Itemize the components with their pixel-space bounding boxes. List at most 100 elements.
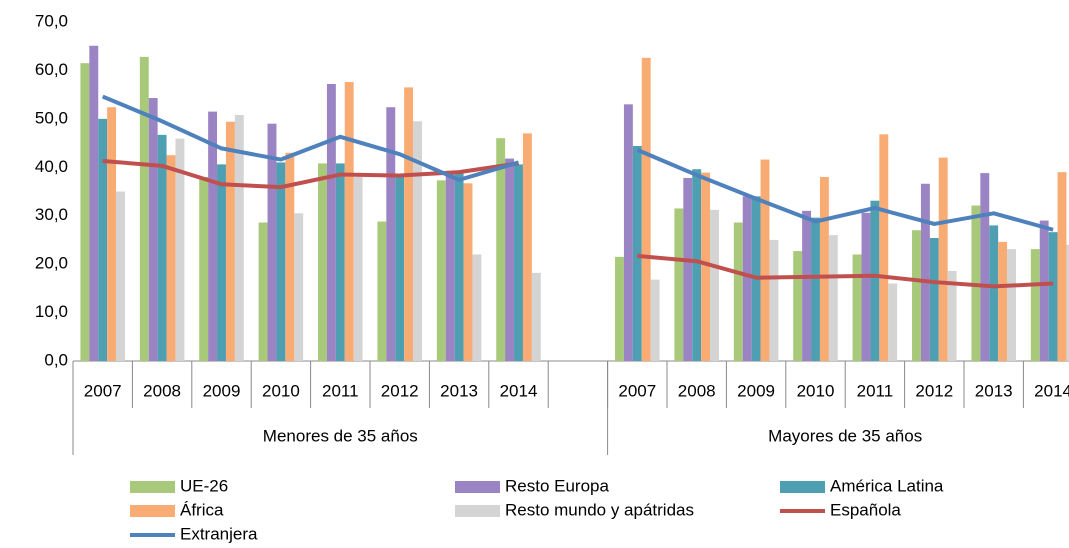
bar	[793, 251, 803, 361]
bar	[701, 172, 711, 361]
bar	[386, 107, 396, 361]
bar	[710, 209, 719, 361]
bar	[879, 134, 889, 361]
bar	[811, 217, 820, 361]
bar	[760, 159, 770, 361]
bar	[683, 177, 693, 361]
bar	[258, 222, 268, 361]
legend-swatch	[130, 481, 175, 493]
legend-swatch	[130, 505, 175, 517]
bar	[454, 172, 464, 361]
bar	[199, 176, 209, 361]
bar	[989, 225, 999, 361]
bar	[641, 57, 651, 361]
bar	[267, 123, 277, 361]
legend-label: Extranjera	[180, 524, 258, 543]
bar	[692, 169, 702, 361]
bar	[514, 164, 523, 361]
line	[101, 94, 1054, 232]
bar	[861, 212, 871, 361]
y-tick-label: 20,0	[35, 254, 68, 273]
bar	[1030, 249, 1040, 361]
x-tick-label: 2009	[203, 381, 241, 400]
bar	[733, 222, 743, 361]
bar	[139, 56, 149, 362]
bar	[938, 157, 948, 361]
bar	[318, 163, 327, 361]
bar	[1039, 220, 1049, 361]
bar	[294, 213, 304, 361]
y-tick-label: 50,0	[35, 108, 68, 127]
group-label: Mayores de 35 años	[768, 426, 922, 445]
bar	[623, 104, 633, 361]
bar	[852, 254, 862, 361]
bar	[208, 111, 218, 361]
bar	[107, 107, 117, 361]
x-tick-label: 2012	[381, 381, 419, 400]
bar	[980, 173, 990, 361]
y-tick-label: 60,0	[35, 60, 68, 79]
bar	[148, 98, 158, 361]
legend-swatch	[780, 481, 825, 493]
bar	[225, 121, 235, 362]
x-tick-label: 2007	[84, 381, 122, 400]
bar	[505, 158, 515, 361]
line	[102, 158, 1054, 289]
bar	[819, 176, 829, 361]
bar	[742, 196, 752, 361]
bar	[166, 155, 176, 361]
x-tick-label: 2011	[857, 381, 894, 400]
bar	[769, 239, 779, 361]
bar	[531, 272, 541, 361]
x-tick-label: 2008	[143, 381, 181, 400]
bar	[463, 183, 473, 361]
bar	[472, 254, 482, 361]
bar	[344, 82, 354, 362]
bar	[1066, 244, 1069, 361]
bar	[632, 145, 642, 361]
x-tick-label: 2014	[1034, 381, 1069, 400]
bar	[404, 87, 414, 361]
y-tick-label: 10,0	[35, 302, 68, 321]
bar	[217, 164, 226, 361]
x-tick-label: 2014	[500, 381, 538, 400]
bar	[615, 256, 624, 361]
x-tick-label: 2011	[322, 381, 359, 400]
bar	[116, 191, 125, 361]
legend-swatch	[455, 481, 500, 493]
bar	[276, 162, 286, 361]
bar	[929, 237, 939, 361]
bar	[650, 279, 660, 361]
group-label: Menores de 35 años	[263, 426, 418, 445]
bar	[326, 83, 336, 361]
bar	[377, 221, 387, 361]
bar	[413, 121, 422, 362]
bar	[947, 270, 957, 361]
bar	[802, 210, 812, 361]
bar	[674, 208, 684, 361]
bar	[870, 200, 880, 361]
y-tick-label: 40,0	[35, 157, 68, 176]
x-tick-label: 2012	[915, 381, 953, 400]
bar	[1007, 249, 1016, 361]
x-tick-label: 2007	[618, 381, 656, 400]
bar	[828, 235, 838, 361]
bar	[912, 230, 921, 361]
bar	[89, 45, 99, 361]
bar	[80, 63, 90, 362]
bar	[395, 176, 405, 361]
x-tick-label: 2008	[678, 381, 716, 400]
legend-swatch	[455, 505, 500, 517]
bar	[98, 118, 108, 361]
bar	[175, 138, 185, 361]
x-tick-label: 2013	[975, 381, 1013, 400]
legend-label: UE-26	[180, 476, 228, 495]
bar	[522, 133, 532, 361]
x-tick-label: 2013	[440, 381, 478, 400]
bar	[998, 241, 1008, 361]
bar	[445, 174, 455, 361]
bar	[436, 180, 446, 361]
x-tick-label: 2009	[737, 381, 775, 400]
legend-label: África	[180, 500, 224, 519]
